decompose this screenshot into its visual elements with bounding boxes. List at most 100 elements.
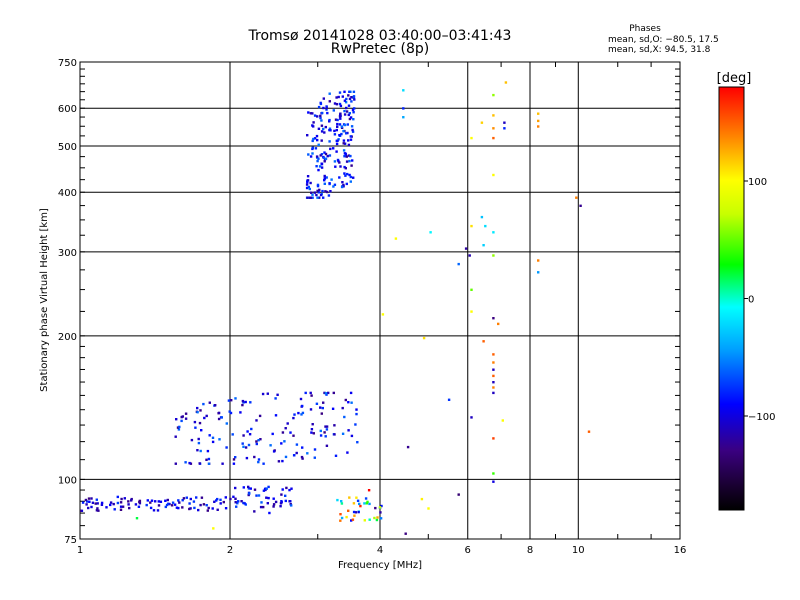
data-point — [351, 518, 355, 521]
x-tick-label: 4 — [377, 545, 383, 556]
data-point — [329, 147, 332, 151]
data-point — [316, 138, 319, 142]
data-point — [295, 451, 298, 455]
data-point — [272, 497, 275, 500]
data-point — [335, 128, 338, 132]
data-point — [345, 132, 348, 135]
data-point — [261, 392, 265, 396]
data-point — [347, 401, 350, 404]
data-point — [318, 165, 322, 168]
data-point — [325, 105, 328, 108]
phase-info-x: mean, sd,X: 94.5, 31.8 — [608, 45, 711, 55]
y-tick-label: 750 — [58, 58, 77, 69]
data-point — [350, 401, 353, 404]
data-point — [236, 502, 239, 505]
data-point — [313, 448, 317, 451]
data-point — [325, 190, 329, 194]
data-point — [492, 480, 495, 483]
data-point — [184, 412, 188, 415]
data-point — [340, 516, 344, 520]
x-tick-label: 8 — [527, 545, 533, 556]
phase-info-o: mean, sd,O: −80.5, 17.5 — [608, 35, 719, 45]
data-point — [247, 443, 251, 447]
data-point — [181, 506, 184, 509]
data-point — [355, 408, 358, 411]
data-point — [274, 397, 277, 400]
data-point — [307, 153, 310, 156]
data-point — [345, 160, 349, 163]
data-point — [492, 437, 495, 440]
data-point — [350, 164, 353, 167]
data-point — [283, 440, 286, 443]
data-point — [214, 404, 217, 407]
data-point — [156, 509, 160, 512]
data-point — [348, 173, 351, 177]
data-point — [208, 401, 211, 404]
data-point — [537, 271, 540, 274]
data-point — [327, 391, 330, 395]
data-point — [346, 451, 349, 454]
data-point — [248, 492, 251, 495]
data-point — [96, 502, 99, 505]
data-point — [200, 496, 204, 499]
data-point — [232, 458, 236, 461]
data-point — [309, 155, 313, 158]
data-point — [313, 191, 316, 194]
data-point — [470, 310, 473, 313]
data-point — [346, 172, 349, 176]
data-point — [351, 130, 355, 133]
data-point — [80, 509, 84, 512]
data-point — [229, 497, 232, 501]
data-point — [344, 174, 347, 177]
data-point — [352, 111, 355, 114]
data-point — [321, 406, 324, 410]
data-point — [328, 92, 331, 95]
data-point — [284, 494, 287, 497]
data-point — [365, 502, 368, 505]
data-point — [174, 435, 177, 438]
data-point — [119, 505, 123, 508]
data-point — [193, 506, 196, 510]
data-point — [343, 99, 347, 102]
data-point — [319, 114, 322, 118]
data-point — [128, 506, 131, 510]
data-point — [492, 391, 495, 395]
data-point — [328, 127, 332, 130]
data-point — [349, 391, 353, 395]
data-point — [341, 432, 345, 435]
data-point — [470, 224, 473, 228]
data-point — [319, 406, 322, 409]
data-point — [318, 196, 321, 199]
data-point — [320, 130, 324, 133]
data-point — [484, 224, 487, 228]
y-tick-label: 600 — [58, 104, 77, 115]
data-point — [317, 157, 320, 160]
data-point — [292, 434, 295, 437]
data-point — [205, 504, 208, 507]
data-point — [198, 421, 202, 425]
data-point — [348, 159, 351, 163]
data-point — [317, 105, 321, 109]
data-point — [300, 455, 304, 459]
data-point — [281, 431, 285, 434]
data-point — [345, 182, 348, 186]
data-point — [322, 106, 325, 110]
data-point — [324, 425, 327, 428]
data-point — [537, 112, 540, 115]
data-point — [307, 185, 310, 189]
data-point — [345, 97, 348, 101]
data-point — [301, 457, 304, 460]
data-point — [309, 408, 313, 411]
data-point — [376, 516, 379, 519]
data-point — [363, 519, 366, 522]
data-point — [336, 125, 339, 128]
data-point — [95, 509, 99, 512]
data-point — [315, 165, 318, 168]
data-point — [322, 97, 325, 100]
data-point — [293, 413, 296, 416]
data-point — [205, 414, 208, 418]
data-point — [295, 443, 299, 446]
data-point — [127, 500, 130, 503]
data-point — [289, 431, 292, 434]
data-point — [345, 155, 348, 158]
